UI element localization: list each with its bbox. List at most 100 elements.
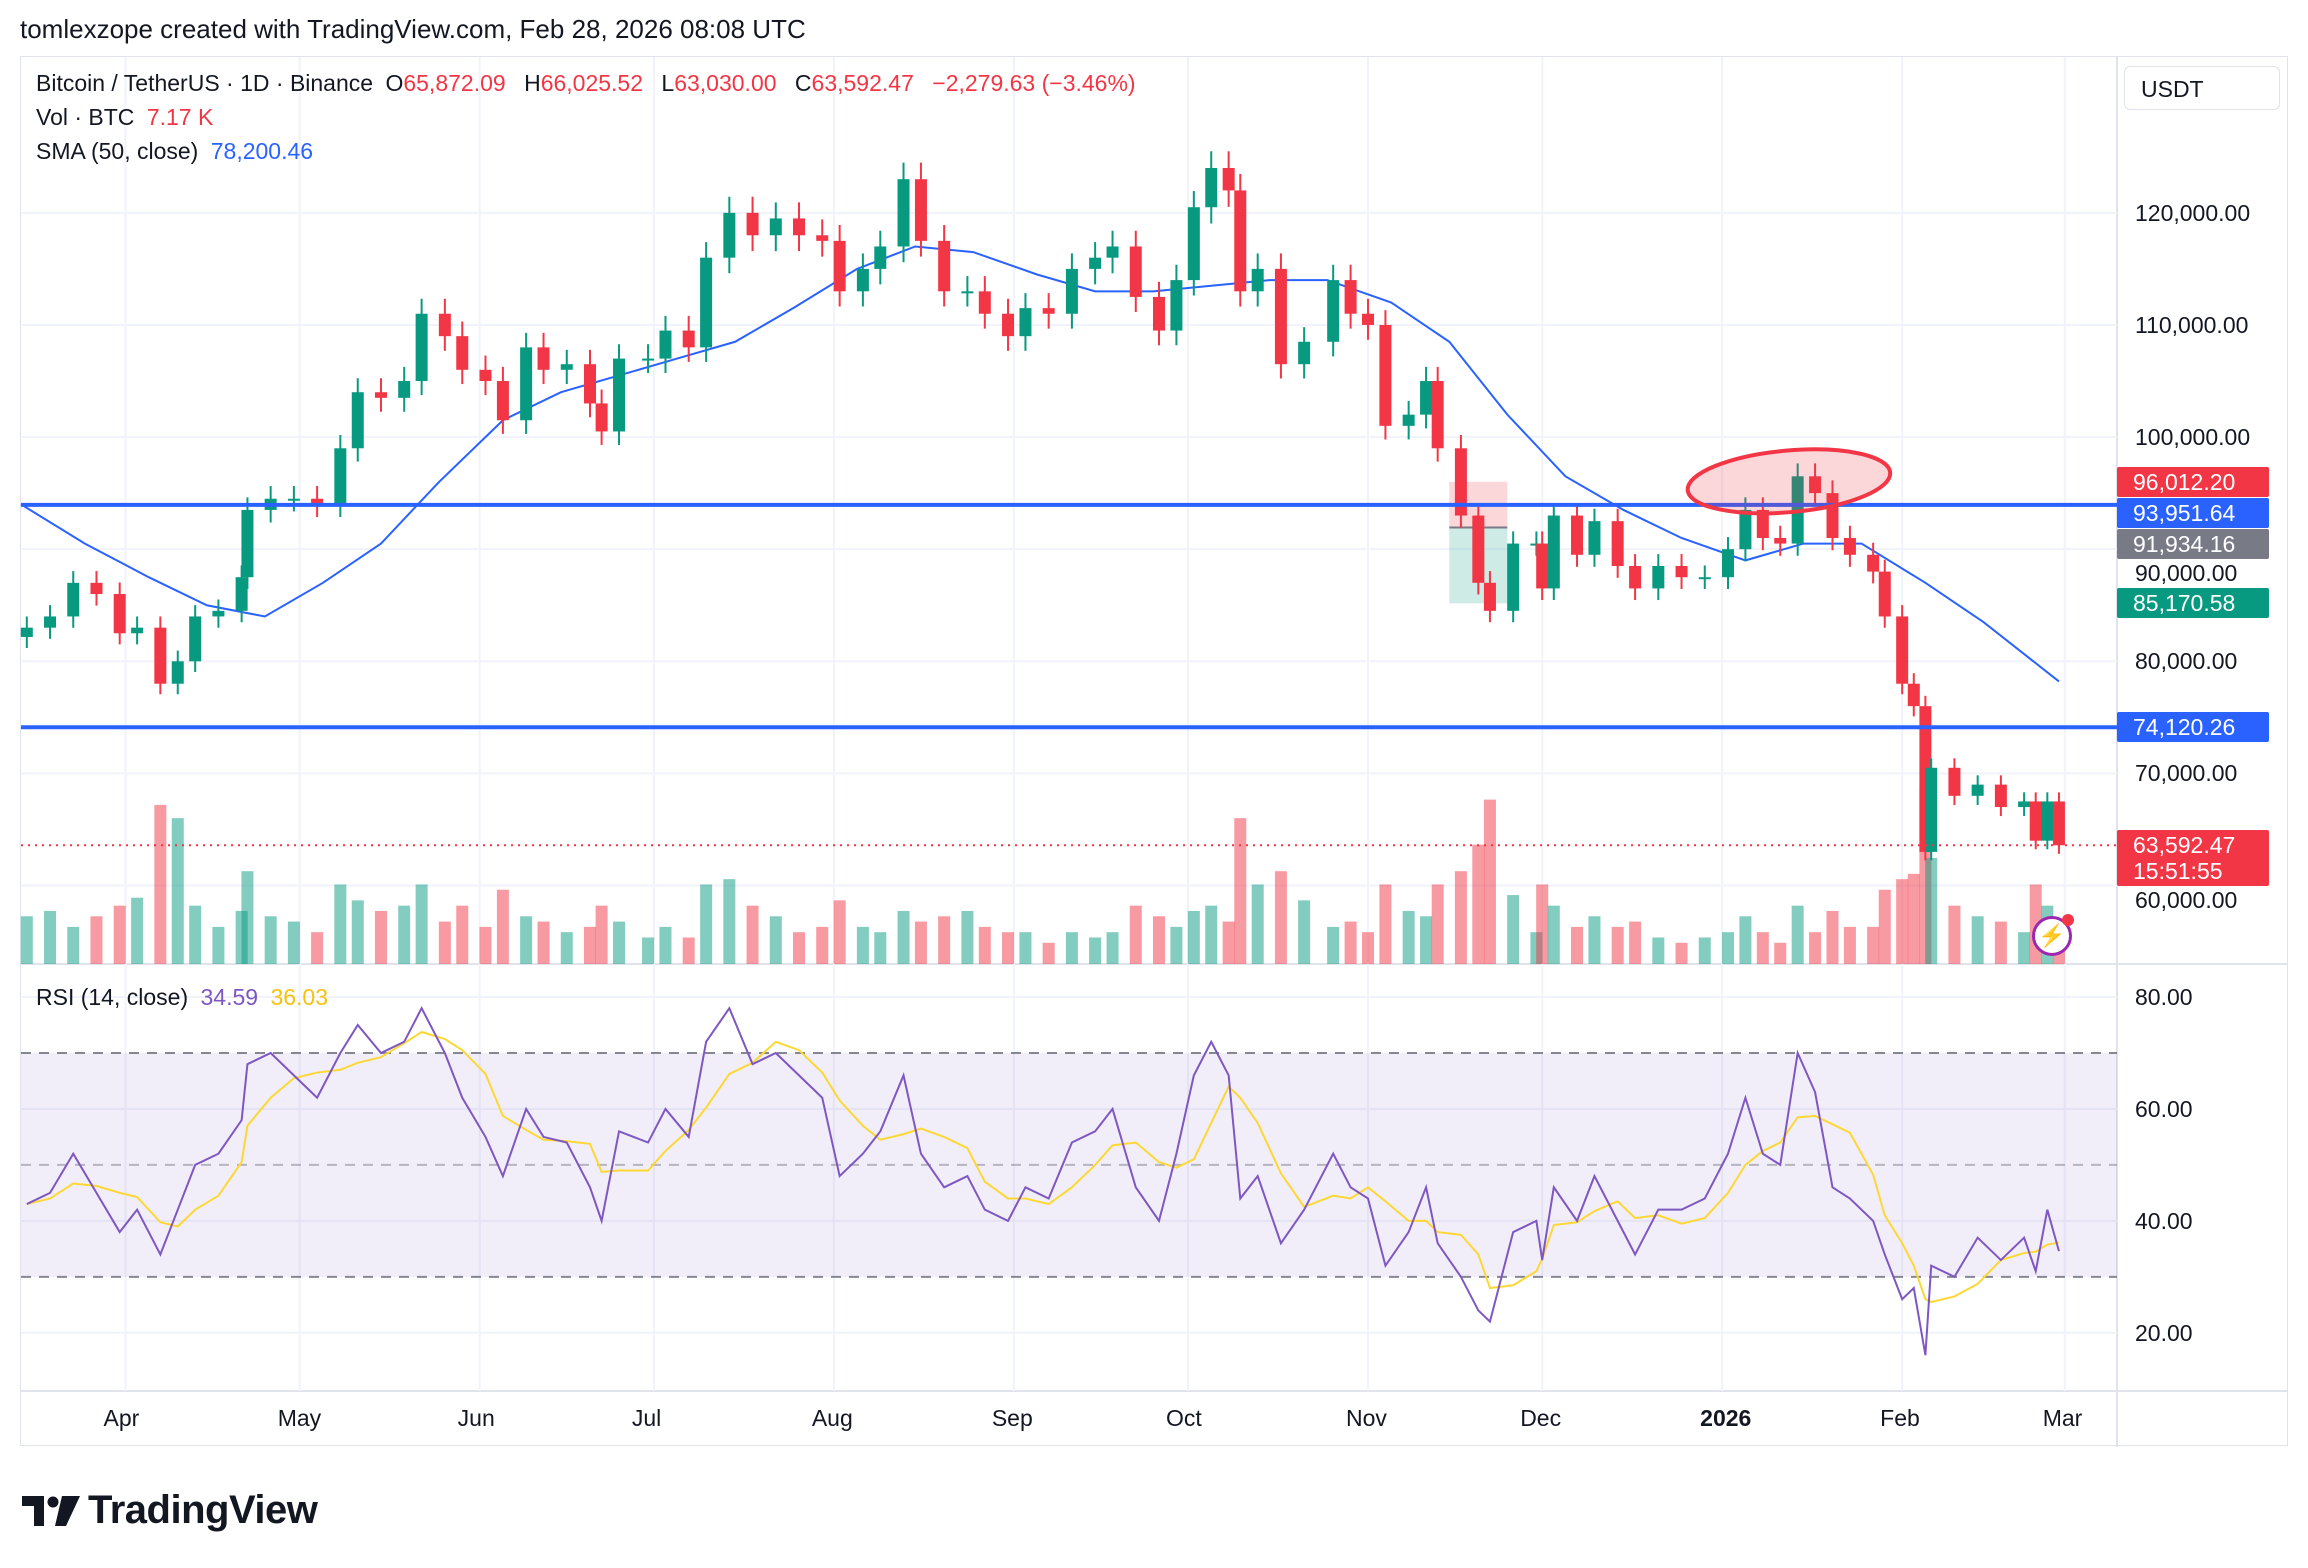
candle-body[interactable] bbox=[1867, 554, 1880, 572]
candle-body[interactable] bbox=[1536, 543, 1549, 589]
candle-body[interactable] bbox=[1774, 537, 1787, 544]
candle-body[interactable] bbox=[1362, 313, 1375, 325]
candle-body[interactable] bbox=[914, 179, 927, 241]
candle-body[interactable] bbox=[659, 330, 672, 359]
candle-body[interactable] bbox=[90, 582, 103, 595]
candle-body[interactable] bbox=[1106, 246, 1119, 258]
candle-body[interactable] bbox=[1611, 521, 1624, 566]
candle-body[interactable] bbox=[456, 336, 469, 370]
candle-body[interactable] bbox=[1698, 577, 1711, 580]
candle-body[interactable] bbox=[1222, 167, 1235, 191]
candle-body[interactable] bbox=[67, 582, 80, 617]
candle-body[interactable] bbox=[682, 330, 695, 348]
candle-body[interactable] bbox=[560, 364, 573, 370]
candle-body[interactable] bbox=[978, 291, 991, 314]
candle-body[interactable] bbox=[189, 616, 202, 662]
candle-body[interactable] bbox=[1298, 341, 1311, 365]
candle-body[interactable] bbox=[1454, 448, 1467, 516]
candle-body[interactable] bbox=[113, 594, 126, 634]
candle-body[interactable] bbox=[1675, 565, 1688, 578]
candle-body[interactable] bbox=[1402, 414, 1415, 426]
candle-body[interactable] bbox=[1843, 537, 1856, 555]
candle-body[interactable] bbox=[1629, 565, 1642, 589]
candle-body[interactable] bbox=[816, 235, 829, 241]
candle-body[interactable] bbox=[1994, 784, 2007, 808]
candle-body[interactable] bbox=[613, 358, 626, 432]
candle-body[interactable] bbox=[1129, 246, 1142, 297]
candle-body[interactable] bbox=[1547, 515, 1560, 589]
candle-body[interactable] bbox=[241, 509, 254, 578]
sma-legend[interactable]: SMA (50, close) 78,200.46 bbox=[36, 138, 319, 165]
candle-body[interactable] bbox=[398, 381, 411, 398]
candle-body[interactable] bbox=[2029, 801, 2042, 841]
candle-body[interactable] bbox=[1571, 515, 1584, 555]
candle-body[interactable] bbox=[1721, 549, 1734, 578]
candle-body[interactable] bbox=[938, 240, 951, 292]
symbol-title[interactable]: Bitcoin / TetherUS · 1D · Binance bbox=[36, 70, 374, 96]
candle-body[interactable] bbox=[1379, 324, 1392, 426]
candle-body[interactable] bbox=[1002, 313, 1015, 337]
candle-body[interactable] bbox=[1065, 268, 1078, 314]
candle-body[interactable] bbox=[20, 627, 33, 637]
candle-body[interactable] bbox=[1907, 683, 1920, 707]
candle-body[interactable] bbox=[1756, 509, 1769, 538]
currency-button[interactable]: USDT bbox=[2124, 66, 2280, 110]
candle-body[interactable] bbox=[1652, 565, 1665, 589]
candle-body[interactable] bbox=[1483, 582, 1496, 611]
candle-body[interactable] bbox=[1739, 509, 1752, 550]
candle-body[interactable] bbox=[154, 627, 167, 684]
candle-body[interactable] bbox=[212, 610, 225, 617]
candle-body[interactable] bbox=[537, 347, 550, 370]
candle-body[interactable] bbox=[746, 212, 759, 236]
candle-body[interactable] bbox=[1274, 268, 1287, 365]
candle-body[interactable] bbox=[1089, 257, 1102, 269]
candle-body[interactable] bbox=[374, 392, 387, 398]
candle-body[interactable] bbox=[235, 577, 248, 611]
candle-body[interactable] bbox=[351, 392, 364, 449]
candle-body[interactable] bbox=[1925, 767, 1938, 852]
candle-body[interactable] bbox=[793, 218, 806, 236]
candle-body[interactable] bbox=[1472, 515, 1485, 583]
candle-body[interactable] bbox=[1420, 381, 1433, 415]
candle-body[interactable] bbox=[1948, 767, 1961, 796]
candle-body[interactable] bbox=[1187, 207, 1200, 281]
candle-body[interactable] bbox=[1019, 308, 1032, 337]
candle-body[interactable] bbox=[171, 661, 184, 684]
candle-body[interactable] bbox=[1327, 280, 1340, 342]
candle-body[interactable] bbox=[1152, 296, 1165, 331]
candle-body[interactable] bbox=[479, 369, 492, 382]
candle-body[interactable] bbox=[1234, 190, 1247, 292]
candle-body[interactable] bbox=[1170, 280, 1183, 331]
candle-body[interactable] bbox=[769, 218, 782, 236]
candle-body[interactable] bbox=[1042, 308, 1055, 314]
candle-body[interactable] bbox=[44, 616, 57, 628]
candle-body[interactable] bbox=[2052, 801, 2065, 846]
candle-body[interactable] bbox=[723, 212, 736, 258]
candle-body[interactable] bbox=[2018, 801, 2031, 808]
candle-body[interactable] bbox=[1588, 521, 1601, 555]
candle-body[interactable] bbox=[1507, 543, 1520, 611]
candle-body[interactable] bbox=[1878, 571, 1891, 617]
candle-body[interactable] bbox=[1896, 616, 1909, 684]
candle-body[interactable] bbox=[961, 291, 974, 294]
candle-body[interactable] bbox=[1971, 784, 1984, 796]
candle-body[interactable] bbox=[415, 313, 428, 382]
candle-body[interactable] bbox=[334, 448, 347, 505]
volume-legend[interactable]: Vol · BTC 7.17 K bbox=[36, 104, 219, 131]
ellipse-drawing[interactable] bbox=[1685, 442, 1893, 521]
candle-body[interactable] bbox=[583, 364, 596, 404]
candle-body[interactable] bbox=[700, 257, 713, 348]
sma-50-line[interactable] bbox=[20, 245, 2060, 683]
candle-body[interactable] bbox=[1431, 381, 1444, 449]
candle-body[interactable] bbox=[1344, 280, 1357, 314]
candle-body[interactable] bbox=[1205, 167, 1218, 208]
candle-body[interactable] bbox=[856, 268, 869, 292]
candle-body[interactable] bbox=[2041, 801, 2054, 841]
candle-body[interactable] bbox=[520, 347, 533, 421]
candle-body[interactable] bbox=[897, 179, 910, 247]
candle-body[interactable] bbox=[1251, 268, 1264, 292]
candle-body[interactable] bbox=[311, 498, 324, 505]
rsi-legend[interactable]: RSI (14, close) 34.59 36.03 bbox=[36, 984, 334, 1011]
rsi-ma-line[interactable] bbox=[26, 1030, 2060, 1304]
candle-body[interactable] bbox=[1809, 476, 1822, 494]
